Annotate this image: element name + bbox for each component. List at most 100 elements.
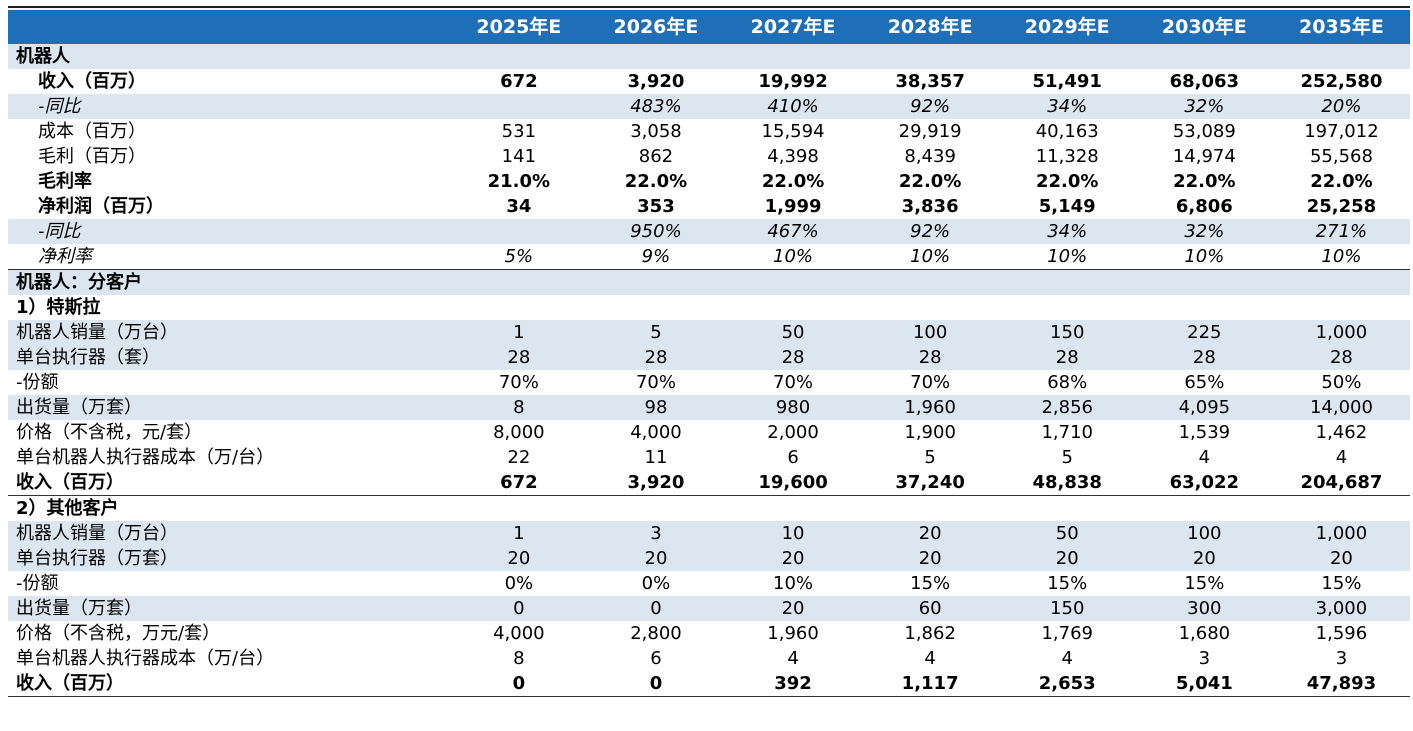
cell-value: 672: [450, 470, 588, 496]
cell-value: [1136, 496, 1273, 522]
cell-value: 672: [500, 71, 538, 92]
cell-value: 34%: [998, 94, 1136, 119]
cell-value: 6: [787, 447, 799, 468]
header-row: 2025年E 2026年E 2027年E 2028年E 2029年E 2030年…: [8, 10, 1410, 44]
cell-value: [587, 496, 724, 522]
cell-value: 65%: [1184, 372, 1225, 393]
cell-value: 4,000: [630, 422, 682, 443]
table-row: 出货量（万套） 8 98 980 1,960 2,856 4,095 14,000: [8, 395, 1410, 420]
cell-value: 34%: [998, 219, 1136, 244]
cell-value: 4,000: [493, 623, 545, 644]
cell-value: 70%: [773, 372, 814, 393]
row-label: -份额: [16, 372, 59, 393]
cell-value: 10%: [998, 244, 1136, 270]
table-row: 毛利（百万） 141 862 4,398 8,439 11,328 14,974 55,568: [8, 144, 1410, 169]
cell-value: 5: [587, 320, 725, 345]
cell-value: 70%: [635, 372, 676, 393]
cell-value: 32%: [1135, 219, 1273, 244]
cell-value: 0: [450, 596, 588, 621]
cell-value: 1,960: [767, 623, 819, 644]
cell-value: 92%: [861, 219, 999, 244]
cell-value: [450, 219, 588, 244]
cell-value: [450, 496, 587, 522]
cell-value: [587, 295, 724, 320]
row-label: 毛利（百万）: [38, 146, 146, 167]
table-row: 机器人销量（万台） 1 3 10 20 50 100 1,000: [8, 521, 1410, 546]
cell-value: 15%: [1047, 573, 1088, 594]
cell-value: 68%: [1047, 372, 1088, 393]
cell-value: 1,000: [1272, 521, 1410, 546]
cell-value: 92%: [861, 94, 999, 119]
cell-value: [587, 269, 725, 295]
cell-value: 6: [650, 648, 662, 669]
row-label: 价格（不含税，元/套）: [16, 422, 203, 443]
cell-value: 204,687: [1272, 470, 1410, 496]
cell-value: 0: [450, 671, 588, 697]
table-row: 价格（不含税，元/套） 8,000 4,000 2,000 1,900 1,710 1,53…: [8, 420, 1410, 445]
cell-value: 68,063: [1169, 71, 1240, 92]
row-label: 价格（不含税，万元/套）: [16, 623, 221, 644]
cell-value: 0%: [641, 573, 671, 594]
cell-value: [862, 295, 999, 320]
row-label: 出货量（万套）: [8, 395, 451, 420]
cell-value: 29,919: [898, 121, 962, 142]
cell-value: 1,462: [1315, 422, 1368, 443]
table-row: 成本（百万） 531 3,058 15,594 29,919 40,163 53,089 19…: [8, 119, 1410, 144]
row-label: 成本（百万）: [38, 121, 146, 142]
cell-value: 1: [450, 320, 588, 345]
row-label: -同比: [8, 219, 451, 244]
row-label: 1）特斯拉: [16, 297, 101, 318]
cell-value: 3,920: [587, 470, 725, 496]
year-header: 2027年E: [724, 10, 862, 44]
row-label: -同比: [8, 94, 451, 119]
cell-value: 14,000: [1272, 395, 1410, 420]
cell-value: 47,893: [1272, 671, 1410, 697]
cell-value: 3,058: [630, 121, 682, 142]
table-row: 1）特斯拉: [8, 295, 1410, 320]
cell-value: 8: [450, 395, 588, 420]
cell-value: 950%: [587, 219, 725, 244]
year-header: 2035年E: [1272, 10, 1410, 44]
row-label: 毛利率: [38, 171, 92, 192]
cell-value: 22.0%: [1310, 171, 1373, 192]
cell-value: 1,539: [1178, 422, 1231, 443]
cell-value: 197,012: [1304, 121, 1379, 142]
cell-value: 10%: [1135, 244, 1273, 270]
cell-value: 100: [1135, 521, 1273, 546]
cell-value: 48,838: [998, 470, 1136, 496]
table-row: 机器人销量（万台） 1 5 50 100 150 225 1,000: [8, 320, 1410, 345]
row-label: 2）其他客户: [16, 498, 119, 519]
cell-value: 20: [861, 521, 999, 546]
cell-value: [450, 269, 588, 295]
cell-value: 4: [924, 648, 936, 669]
cell-value: 980: [724, 395, 862, 420]
cell-value: 0%: [504, 573, 534, 594]
cell-value: [999, 295, 1136, 320]
table-row: 单台机器人执行器成本（万/台） 8 6 4 4 4 3 3: [8, 646, 1410, 671]
cell-value: 4: [787, 648, 799, 669]
table-row: 机器人：分客户: [8, 269, 1410, 295]
year-header: 2028年E: [861, 10, 999, 44]
cell-value: 15%: [1184, 573, 1225, 594]
cell-value: 252,580: [1300, 71, 1383, 92]
cell-value: 2,856: [998, 395, 1136, 420]
cell-value: 4: [1198, 447, 1211, 468]
cell-value: 22.0%: [1036, 171, 1099, 192]
cell-value: 19,600: [724, 470, 862, 496]
cell-value: 11: [644, 447, 668, 468]
forecast-table: 2025年E 2026年E 2027年E 2028年E 2029年E 2030年…: [8, 10, 1410, 697]
table-row: 价格（不含税，万元/套） 4,000 2,800 1,960 1,862 1,769 1,6…: [8, 621, 1410, 646]
cell-value: 8: [513, 648, 525, 669]
cell-value: 3: [587, 521, 725, 546]
table-row: 收入（百万） 672 3,920 19,992 38,357 51,491 68,063 25…: [8, 69, 1410, 94]
cell-value: 28: [450, 345, 588, 370]
cell-value: 10%: [1272, 244, 1410, 270]
cell-value: 300: [1135, 596, 1273, 621]
cell-value: 28: [998, 345, 1136, 370]
row-label: 净利率: [8, 244, 451, 270]
row-label: 收入（百万）: [8, 671, 451, 697]
row-label: 出货量（万套）: [8, 596, 451, 621]
table-row: 毛利率 21.0% 22.0% 22.0% 22.0% 22.0% 22.0% 22.0%: [8, 169, 1410, 194]
cell-value: 1,596: [1315, 623, 1368, 644]
table-row: 机器人: [8, 44, 1410, 69]
